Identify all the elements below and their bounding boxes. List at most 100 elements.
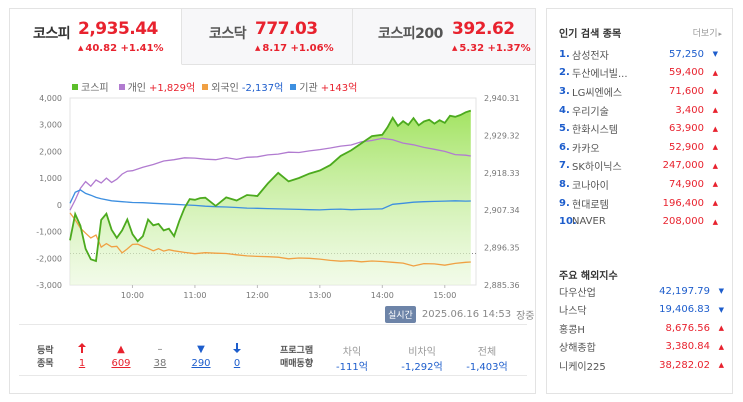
list-item[interactable]: 4. 우리기술 3,400 ▲ — [559, 101, 724, 120]
index-value: 42,197.79 — [659, 285, 710, 297]
realtime-badge[interactable]: 실시간 — [385, 306, 416, 323]
breadth-rising[interactable]: ▲ 609 — [109, 343, 133, 369]
stock-price: 57,250 — [669, 48, 704, 60]
breadth-label: 등락 종목 — [37, 346, 54, 369]
index-name[interactable]: 상해종합 — [559, 343, 596, 355]
breadth-upper-limit[interactable]: 1 — [74, 343, 90, 369]
list-item[interactable]: 니케이225 38,282.02 ▲ — [559, 356, 724, 375]
breadth-lower-limit[interactable]: 0 — [229, 343, 245, 369]
index-name[interactable]: 홍콩H — [559, 324, 585, 336]
kospi-line — [69, 109, 472, 263]
upper-limit-arrow-icon — [74, 343, 90, 357]
list-item[interactable]: 9. 현대로템 196,400 ▲ — [559, 194, 724, 213]
tab-kospi[interactable]: 코스피 2,935.44 ▲ 40.82 +1.41% — [10, 9, 182, 65]
y-left-tick-label: 3,000 — [39, 121, 62, 130]
up-triangle-icon: ▲ — [712, 161, 718, 170]
up-triangle-icon: ▲ — [712, 180, 718, 189]
legend-swatch — [202, 83, 209, 90]
list-item[interactable]: 다우산업 42,197.79 ▼ — [559, 282, 724, 301]
list-item[interactable]: 나스닥 19,406.83 ▼ — [559, 301, 724, 320]
up-triangle-icon: ▲ — [712, 199, 718, 208]
tab-value: 392.62 — [452, 19, 515, 39]
tab-change: ▲ 40.82 +1.41% — [78, 43, 164, 54]
y-left-tick-label: -3,000 — [36, 281, 62, 290]
tab-value: 777.03 — [255, 19, 318, 39]
list-item[interactable]: 10. NAVER 208,000 ▲ — [559, 212, 724, 231]
more-link[interactable]: 더보기▸ — [692, 29, 722, 39]
list-item[interactable]: 3. LG씨엔에스 71,600 ▲ — [559, 82, 724, 101]
list-item[interactable]: 5. 한화시스템 63,900 ▲ — [559, 119, 724, 138]
program-total: 전체 -1,403억 — [466, 347, 508, 373]
index-value: 38,282.02 — [659, 359, 710, 371]
y-left-tick-label: -1,000 — [36, 228, 62, 237]
stock-name[interactable]: 두산에너빌... — [572, 69, 628, 81]
chart-legend: 코스피 개인 +1,829억 외국인 -2,137억 기관 +143억 — [72, 79, 357, 94]
overseas-list: 다우산업 42,197.79 ▼ 나스닥 19,406.83 ▼ 홍콩H 8,676.56 ▲ 상… — [559, 282, 724, 375]
y-left-tick-label: 0 — [57, 201, 62, 210]
up-arrow-icon: ▲ — [78, 44, 84, 52]
y-right-tick-label: 2,929.32 — [484, 131, 520, 140]
rising-triangle-icon: ▲ — [117, 344, 125, 355]
tab-value: 2,935.44 — [78, 19, 158, 39]
up-triangle-icon: ▲ — [712, 143, 718, 152]
stock-name[interactable]: LG씨엔에스 — [572, 87, 623, 99]
list-item[interactable]: 2. 두산에너빌... 59,400 ▲ — [559, 64, 724, 83]
x-tick-label: 15:00 — [433, 291, 456, 300]
y-right-tick-label: 2,907.34 — [484, 206, 520, 215]
stock-price: 74,900 — [669, 178, 704, 190]
tab-kospi200[interactable]: 코스피200 392.62 ▲ 5.32 +1.37% — [353, 9, 535, 65]
kospi-area — [70, 110, 471, 285]
tab-change: ▲ 8.17 +1.06% — [255, 43, 334, 54]
x-tick-label: 10:00 — [121, 291, 144, 300]
stock-price: 71,600 — [669, 85, 704, 97]
up-triangle-icon: ▲ — [712, 68, 718, 77]
stock-name[interactable]: 카카오 — [572, 143, 600, 155]
index-name[interactable]: 나스닥 — [559, 306, 587, 318]
breadth-unchanged[interactable]: – 38 — [148, 343, 172, 369]
tab-kosdaq[interactable]: 코스닥 777.03 ▲ 8.17 +1.06% — [182, 9, 353, 65]
popular-list: 1. 삼성전자 57,250 ▼ 2. 두산에너빌... 59,400 ▲ 3. LG씨엔에스 71… — [559, 45, 724, 231]
overseas-title: 주요 해외지수 — [559, 271, 618, 282]
y-right-tick-label: 2,918.33 — [484, 169, 520, 178]
stock-name[interactable]: 우리기술 — [572, 106, 609, 118]
stock-name[interactable]: 코나아이 — [572, 180, 609, 192]
rank: 5. — [559, 123, 570, 135]
legend-swatch — [72, 83, 78, 90]
index-name[interactable]: 다우산업 — [559, 287, 596, 299]
list-item[interactable]: 8. 코나아이 74,900 ▲ — [559, 175, 724, 194]
index-tabs: 코스피 2,935.44 ▲ 40.82 +1.41% 코스닥 777.03 ▲ 8… — [10, 9, 535, 65]
stock-name[interactable]: 현대로템 — [572, 199, 609, 211]
rank: 10. — [559, 216, 577, 228]
up-triangle-icon: ▲ — [712, 106, 718, 115]
legend-item-kospi: 코스피 — [72, 79, 112, 94]
stock-name[interactable]: 삼성전자 — [572, 50, 609, 62]
x-tick-label: 14:00 — [371, 291, 394, 300]
list-item[interactable]: 7. SK하이닉스 247,000 ▲ — [559, 157, 724, 176]
index-panel: 코스피 2,935.44 ▲ 40.82 +1.41% 코스닥 777.03 ▲ 8… — [9, 8, 536, 394]
list-item[interactable]: 상해종합 3,380.84 ▲ — [559, 338, 724, 357]
index-value: 8,676.56 — [665, 322, 710, 334]
rank: 2. — [559, 67, 570, 79]
popular-title: 인기 검색 종목 — [559, 29, 622, 40]
list-item[interactable]: 홍콩H 8,676.56 ▲ — [559, 319, 724, 338]
side-panel: 인기 검색 종목 더보기▸ 1. 삼성전자 57,250 ▼ 2. 두산에너빌... 59,… — [546, 8, 733, 394]
up-arrow-icon: ▲ — [255, 44, 261, 52]
stock-name[interactable]: SK하이닉스 — [572, 162, 622, 174]
up-triangle-icon: ▲ — [718, 324, 724, 333]
stock-price: 3,400 — [675, 104, 704, 116]
stock-name[interactable]: NAVER — [572, 216, 606, 228]
rank: 8. — [559, 178, 570, 190]
rank: 7. — [559, 160, 570, 172]
list-item[interactable]: 1. 삼성전자 57,250 ▼ — [559, 45, 724, 64]
up-triangle-icon: ▲ — [712, 124, 718, 133]
stock-name[interactable]: 한화시스템 — [572, 125, 618, 137]
list-item[interactable]: 6. 카카오 52,900 ▲ — [559, 138, 724, 157]
tab-name: 코스피 — [33, 26, 71, 42]
tab-name: 코스닥 — [209, 26, 247, 42]
program-label: 프로그램 매매동향 — [280, 346, 314, 369]
down-triangle-icon: ▼ — [718, 287, 724, 296]
breadth-falling[interactable]: ▼ 290 — [189, 343, 213, 369]
index-name[interactable]: 니케이225 — [559, 361, 606, 373]
legend-item-individual: 개인 +1,829억 — [118, 79, 195, 94]
realtime-info: 실시간 2025.06.16 14:53 장중 — [385, 306, 535, 323]
